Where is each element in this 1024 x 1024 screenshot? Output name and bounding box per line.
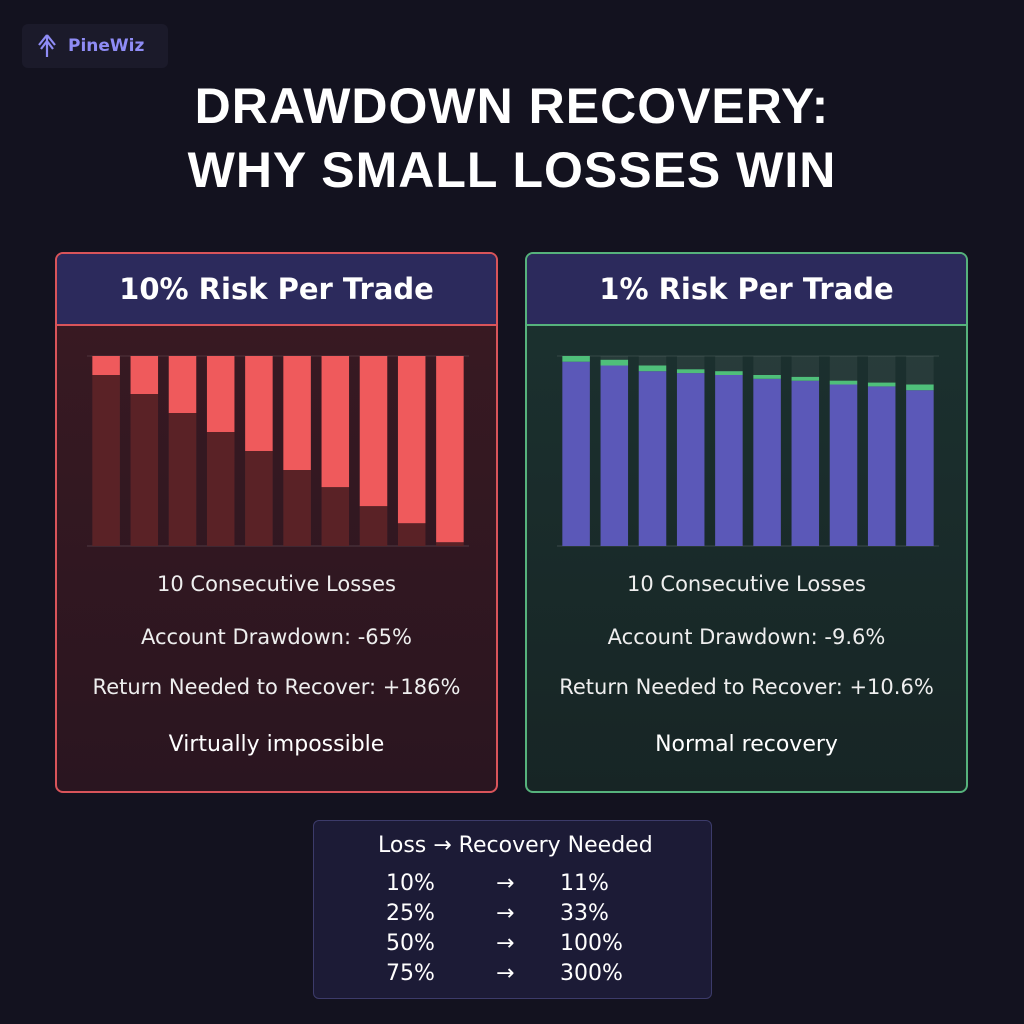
bar-segment (206, 356, 235, 432)
chart (557, 355, 939, 547)
bar-segment (906, 384, 934, 391)
bar-segment (753, 378, 781, 546)
table-cell: 75% (386, 961, 435, 986)
bar-segment (829, 380, 858, 385)
bar-segment (321, 356, 350, 488)
bar-segment (715, 375, 743, 546)
panel-line: 10 Consecutive Losses (157, 572, 396, 596)
panel-heading: 1% Risk Per Trade (527, 254, 966, 326)
bar-segment (130, 356, 159, 394)
bar-segment (206, 432, 235, 546)
bar-segment (562, 356, 590, 362)
verdict-text: Virtually impossible (168, 732, 385, 757)
title-line: DRAWDOWN RECOVERY: (194, 78, 830, 134)
recovery-table: Loss → Recovery Needed 10% → 11% 25% → 33% 50%… (313, 820, 712, 999)
bar-segment (638, 371, 667, 546)
logo: PineWiz (22, 24, 168, 68)
bar-segment (283, 470, 311, 546)
title-line: WHY SMALL LOSSES WIN (187, 142, 837, 198)
panel-line: Return Needed to Recover: +186% (92, 675, 461, 699)
panel-line: Account Drawdown: -9.6% (607, 625, 886, 649)
bar-segment (92, 356, 120, 375)
bar-segment (600, 359, 629, 366)
title: DRAWDOWN RECOVERY: WHY SMALL LOSSES WIN (0, 74, 1024, 202)
bar-segment (829, 384, 858, 546)
table-header: Loss → Recovery Needed (378, 833, 653, 858)
logo-icon (38, 34, 56, 57)
bar-segment (168, 413, 197, 546)
bar-segment (92, 375, 120, 546)
bar-segment (753, 375, 781, 379)
bar-segment (867, 382, 896, 387)
bar-segment (130, 394, 159, 546)
panel: 1% Risk Per Trade 10 Consecutive Losses … (525, 252, 968, 793)
table-cell: → (496, 871, 515, 896)
panel-line: Return Needed to Recover: +10.6% (559, 675, 934, 699)
panel-line: 10 Consecutive Losses (627, 572, 866, 596)
bar-segment (791, 380, 820, 546)
table-cell: 33% (560, 901, 609, 926)
table-cell: → (496, 901, 515, 926)
bar-segment (245, 451, 273, 546)
table-cell: 11% (560, 871, 609, 896)
bar-segment (676, 373, 705, 546)
bar-segment (638, 365, 667, 372)
table-cell: → (496, 931, 515, 956)
bar-segment (283, 356, 311, 470)
bar-segment (397, 523, 426, 546)
bar-segment (168, 356, 197, 413)
panel-line: Account Drawdown: -65% (141, 625, 412, 649)
bar-segment (867, 386, 896, 546)
bar-segment (600, 365, 629, 546)
verdict: Normal recovery (527, 732, 966, 757)
panel-heading: 10% Risk Per Trade (57, 254, 496, 326)
verdict-text: Normal recovery (655, 732, 838, 757)
bar-segment (359, 506, 388, 546)
bar-segment (245, 356, 273, 451)
table-cell: → (496, 961, 515, 986)
bar-segment (562, 361, 590, 546)
panel: 10% Risk Per Trade 10 Consecutive Losses… (55, 252, 498, 793)
table-cell: 300% (560, 961, 623, 986)
bar-segment (436, 542, 464, 546)
logo-text: PineWiz (68, 36, 145, 56)
table-cell: 100% (560, 931, 623, 956)
table-cell: 50% (386, 931, 435, 956)
bar-segment (397, 356, 426, 524)
bar-segment (359, 356, 388, 507)
table-cell: 10% (386, 871, 435, 896)
bar-segment (436, 356, 464, 543)
bar-segment (906, 390, 934, 546)
verdict: Virtually impossible (57, 732, 496, 757)
bar-segment (715, 371, 743, 375)
table-cell: 25% (386, 901, 435, 926)
bar-segment (676, 369, 705, 374)
bar-segment (791, 376, 820, 381)
chart (87, 355, 469, 547)
bar-segment (321, 487, 350, 546)
